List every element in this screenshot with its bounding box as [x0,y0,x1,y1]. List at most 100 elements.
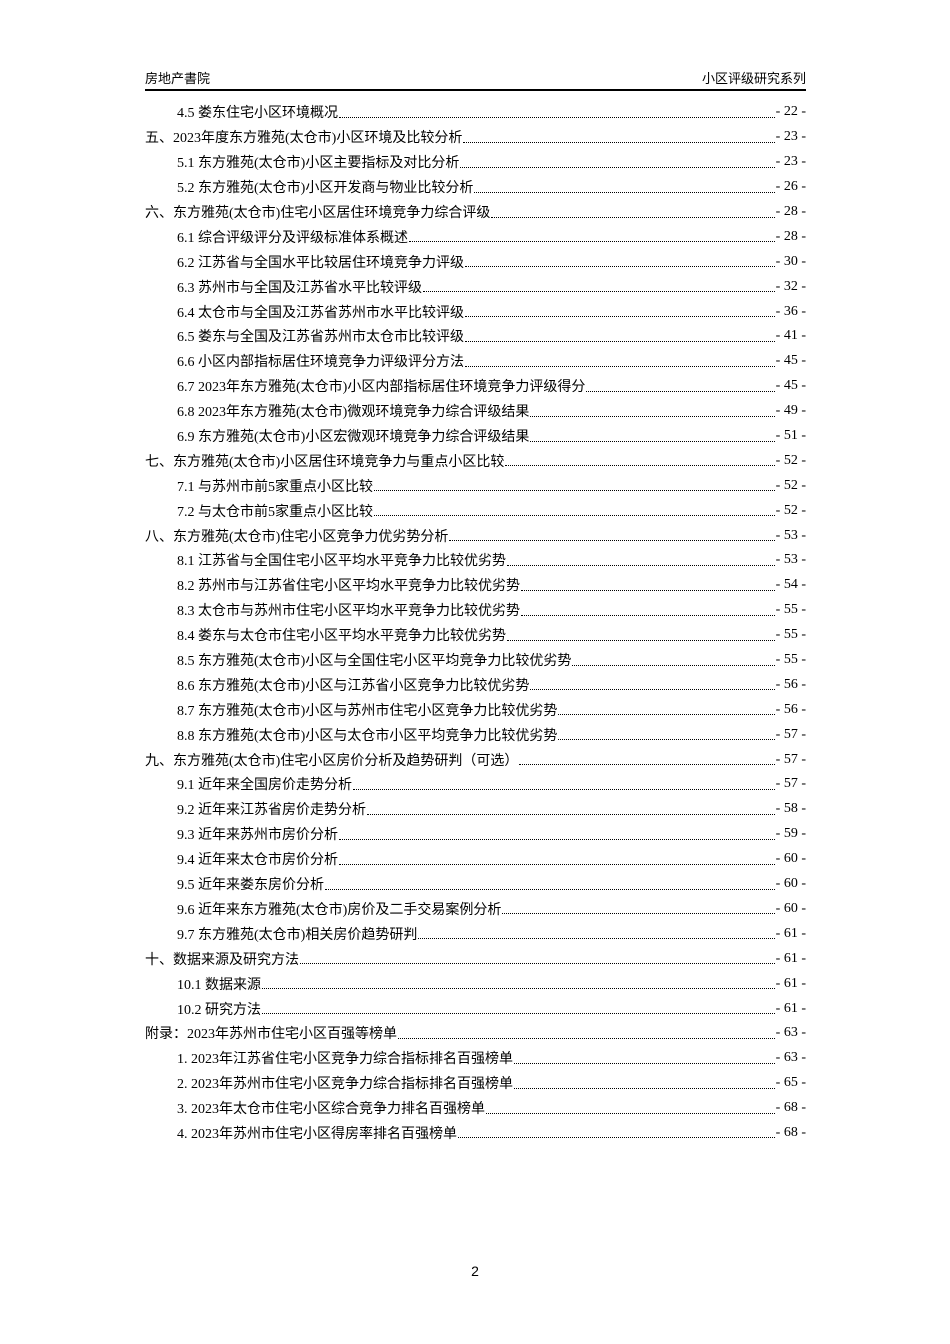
toc-entry[interactable]: 7.2 与太仓市前5家重点小区比较 - 52 - [145,498,806,523]
toc-entry-page: - 45 - [775,378,806,394]
dot-leader [339,863,775,865]
toc-entry[interactable]: 6.8 2023年东方雅苑(太仓市)微观环境竞争力综合评级结果 - 49 - [145,399,806,424]
toc-entry-title: 9.1 近年来全国房价走势分析 [177,778,352,794]
toc-entry[interactable]: 6.3 苏州市与全国及江苏省水平比较评级 - 32 - [145,274,806,299]
toc-entry-page: - 52 - [775,502,806,518]
toc-entry-title: 八、东方雅苑(太仓市)住宅小区竞争力优劣势分析 [145,529,449,545]
toc-entry-title: 9.3 近年来苏州市房价分析 [177,828,338,844]
dot-leader [262,988,775,990]
toc-entry-title: 8.8 东方雅苑(太仓市)小区与太仓市小区平均竞争力比较优劣势 [177,728,558,744]
toc-entry-page: - 61 - [775,925,806,941]
toc-entry[interactable]: 9.3 近年来苏州市房价分析 - 59 - [145,822,806,847]
header-series: 小区评级研究系列 [701,71,806,86]
toc-entry[interactable]: 2. 2023年苏州市住宅小区竞争力综合指标排名百强榜单 - 65 - [145,1071,806,1096]
toc-entry[interactable]: 6.1 综合评级评分及评级标准体系概述 - 28 - [145,224,806,249]
toc-entry-title: 8.4 娄东与太仓市住宅小区平均水平竞争力比较优劣势 [177,629,506,645]
toc-entry-title: 9.5 近年来娄东房价分析 [177,878,324,894]
toc-entry[interactable]: 8.8 东方雅苑(太仓市)小区与太仓市小区平均竞争力比较优劣势 - 57 - [145,722,806,747]
dot-leader [507,639,775,641]
toc-entry-page: - 52 - [775,477,806,493]
toc-entry-page: - 68 - [775,1124,806,1140]
toc-entry[interactable]: 七、东方雅苑(太仓市)小区居住环境竞争力与重点小区比较 - 52 - [145,448,806,473]
toc-entry[interactable]: 7.1 与苏州市前5家重点小区比较 - 52 - [145,473,806,498]
toc-entry[interactable]: 8.7 东方雅苑(太仓市)小区与苏州市住宅小区竞争力比较优劣势 - 56 - [145,697,806,722]
toc-entry-page: - 58 - [775,801,806,817]
toc-entry[interactable]: 8.1 江苏省与全国住宅小区平均水平竞争力比较优劣势 - 53 - [145,548,806,573]
toc-entry[interactable]: 6.7 2023年东方雅苑(太仓市)小区内部指标居住环境竞争力评级得分 - 45 … [145,374,806,399]
toc-entry[interactable]: 5.1 东方雅苑(太仓市)小区主要指标及对比分析 - 23 - [145,150,806,175]
toc-entry-title: 8.2 苏州市与江苏省住宅小区平均水平竞争力比较优劣势 [177,579,520,595]
toc-entry-title: 8.6 东方雅苑(太仓市)小区与江苏省小区竞争力比较优劣势 [177,678,530,694]
toc-entry[interactable]: 附录：2023年苏州市住宅小区百强等榜单 - 63 - [145,1021,806,1046]
toc-entry[interactable]: 9.2 近年来江苏省房价走势分析 - 58 - [145,797,806,822]
toc-entry[interactable]: 8.5 东方雅苑(太仓市)小区与全国住宅小区平均竞争力比较优劣势 - 55 - [145,648,806,673]
toc-entry[interactable]: 6.4 太仓市与全国及江苏省苏州市水平比较评级 - 36 - [145,299,806,324]
toc-entry[interactable]: 九、东方雅苑(太仓市)住宅小区房价分析及趋势研判（可选） - 57 - [145,747,806,772]
toc-entry-title: 七、东方雅苑(太仓市)小区居住环境竞争力与重点小区比较 [145,454,505,470]
header-publisher: 房地产書院 [145,71,211,86]
toc-entry-title: 六、东方雅苑(太仓市)住宅小区居住环境竞争力综合评级 [145,206,491,221]
toc-entry-page: - 60 - [775,851,806,867]
toc-entry-page: - 56 - [775,676,806,692]
toc-entry-title: 8.7 东方雅苑(太仓市)小区与苏州市住宅小区竞争力比较优劣势 [177,703,558,719]
toc-entry[interactable]: 4.5 娄东住宅小区环境概况 - 22 - [145,100,806,125]
toc-entry[interactable]: 6.5 娄东与全国及江苏省苏州市太仓市比较评级 - 41 - [145,324,806,349]
toc-entry-page: - 54 - [775,577,806,593]
toc-entry-page: - 53 - [775,527,806,543]
toc-entry[interactable]: 9.4 近年来太仓市房价分析 - 60 - [145,847,806,872]
toc-entry-title: 6.4 太仓市与全国及江苏省苏州市水平比较评级 [177,305,464,321]
toc-entry-title: 6.3 苏州市与全国及江苏省水平比较评级 [177,280,422,296]
toc-entry-title: 9.2 近年来江苏省房价走势分析 [177,803,366,819]
toc-entry[interactable]: 5.2 东方雅苑(太仓市)小区开发商与物业比较分析 - 26 - [145,175,806,200]
toc-entry[interactable]: 1. 2023年江苏省住宅小区竞争力综合指标排名百强榜单 - 63 - [145,1046,806,1071]
dot-leader [398,1037,775,1039]
page-number: 2 [471,1263,479,1279]
toc-entry-title: 4. 2023年苏州市住宅小区得房率排名百强榜单 [177,1126,457,1142]
dot-leader [465,365,775,367]
dot-leader [339,838,775,840]
toc-entry[interactable]: 9.1 近年来全国房价走势分析 - 57 - [145,772,806,797]
dot-leader [460,166,775,168]
toc-entry-page: - 53 - [775,552,806,568]
toc-entry-title: 1. 2023年江苏省住宅小区竞争力综合指标排名百强榜单 [177,1052,513,1068]
dot-leader [465,340,775,342]
toc-entry[interactable]: 4. 2023年苏州市住宅小区得房率排名百强榜单 - 68 - [145,1121,806,1146]
toc-entry[interactable]: 8.6 东方雅苑(太仓市)小区与江苏省小区竞争力比较优劣势 - 56 - [145,672,806,697]
toc-entry-page: - 22 - [775,104,806,120]
toc-entry-title: 6.2 江苏省与全国水平比较居住环境竞争力评级 [177,255,464,271]
toc-entry[interactable]: 五、2023年度东方雅苑(太仓市)小区环境及比较分析 - 23 - [145,125,806,150]
toc-entry-title: 10.2 研究方法 [177,1002,261,1018]
toc-entry[interactable]: 六、东方雅苑(太仓市)住宅小区居住环境竞争力综合评级 - 28 - [145,200,806,225]
toc-entry[interactable]: 8.3 太仓市与苏州市住宅小区平均水平竞争力比较优劣势 - 55 - [145,598,806,623]
toc-entry-page: - 45 - [775,353,806,369]
dot-leader [491,216,775,218]
toc-entry[interactable]: 6.9 东方雅苑(太仓市)小区宏微观环境竞争力综合评级结果 - 51 - [145,424,806,449]
dot-leader [409,241,775,243]
toc-entry[interactable]: 8.2 苏州市与江苏省住宅小区平均水平竞争力比较优劣势 - 54 - [145,573,806,598]
toc-entry-page: - 59 - [775,826,806,842]
toc-entry[interactable]: 十、数据来源及研究方法 - 61 - [145,946,806,971]
toc-entry-page: - 60 - [775,876,806,892]
toc-entry-title: 附录：2023年苏州市住宅小区百强等榜单 [145,1027,397,1043]
toc-entry[interactable]: 6.2 江苏省与全国水平比较居住环境竞争力评级 - 30 - [145,249,806,274]
toc-entry-page: - 41 - [775,328,806,344]
toc-entry[interactable]: 9.6 近年来东方雅苑(太仓市)房价及二手交易案例分析 - 60 - [145,897,806,922]
toc-entry[interactable]: 6.6 小区内部指标居住环境竞争力评级评分方法 - 45 - [145,349,806,374]
dot-leader [458,1137,775,1139]
dot-leader [514,1062,775,1064]
toc-entry-page: - 23 - [775,154,806,170]
toc-entry[interactable]: 9.5 近年来娄东房价分析 - 60 - [145,872,806,897]
toc-entry-title: 2. 2023年苏州市住宅小区竞争力综合指标排名百强榜单 [177,1077,513,1093]
toc-entry-title: 6.1 综合评级评分及评级标准体系概述 [177,230,408,246]
toc-entry[interactable]: 9.7 东方雅苑(太仓市)相关房价趋势研判 - 61 - [145,921,806,946]
toc-entry[interactable]: 8.4 娄东与太仓市住宅小区平均水平竞争力比较优劣势 - 55 - [145,623,806,648]
toc-entry-title: 4.5 娄东住宅小区环境概况 [177,106,338,122]
dot-leader [486,1112,775,1114]
table-of-contents: 4.5 娄东住宅小区环境概况 - 22 - 五、2023年度东方雅苑(太仓市)小区环… [145,100,806,1145]
toc-entry[interactable]: 10.2 研究方法 - 61 - [145,996,806,1021]
toc-entry[interactable]: 3. 2023年太仓市住宅小区综合竞争力排名百强榜单 - 68 - [145,1096,806,1121]
dot-leader [367,813,775,815]
toc-entry[interactable]: 八、东方雅苑(太仓市)住宅小区竞争力优劣势分析 - 53 - [145,523,806,548]
dot-leader [465,316,775,318]
toc-entry[interactable]: 10.1 数据来源 - 61 - [145,971,806,996]
